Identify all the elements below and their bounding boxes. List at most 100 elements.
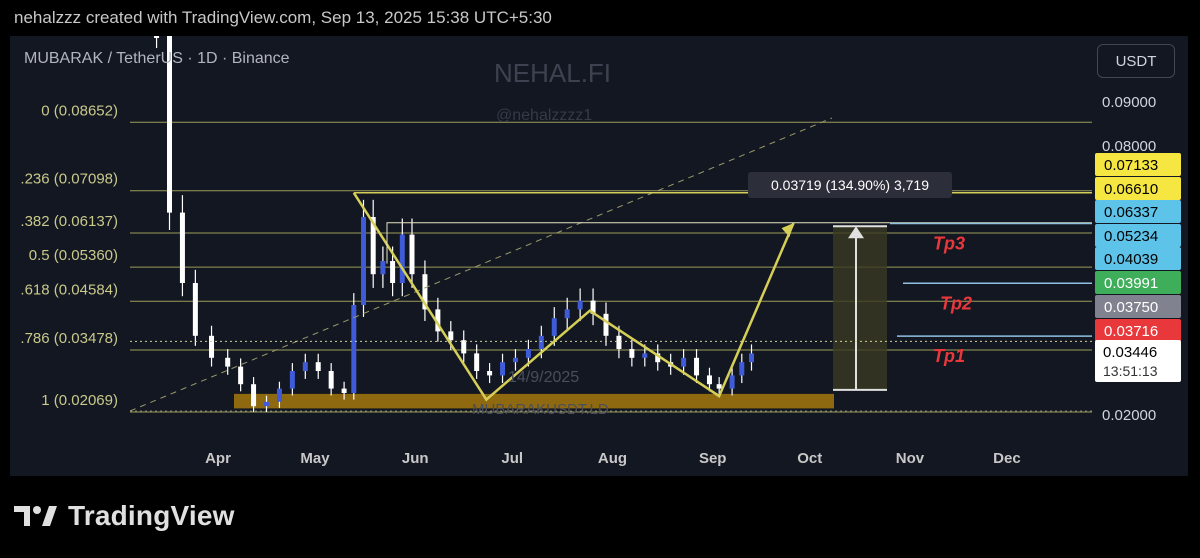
measure-label-bg: [748, 172, 952, 198]
candle-body: [749, 353, 754, 363]
candle-body: [390, 261, 396, 283]
price-label: 0.04039: [1104, 251, 1158, 268]
candles-layer: [154, 36, 754, 413]
price-label: 0.07133: [1104, 157, 1158, 174]
candle-body: [655, 353, 661, 363]
price-axis-tick: 0.09000: [1102, 94, 1156, 111]
tradingview-wordmark: TradingView: [68, 500, 235, 531]
candle-body: [474, 353, 480, 371]
fib-level-label: .786 (0.03478): [20, 330, 118, 347]
price-label-bg: [1095, 271, 1181, 294]
x-tick-label: Sep: [699, 450, 727, 467]
price-label-bg: [1095, 153, 1181, 176]
candle-body: [370, 217, 376, 275]
symbol-title: MUBARAK / TetherUS · 1D · Binance: [24, 50, 290, 67]
x-tick-label: Oct: [797, 450, 822, 467]
price-label: 0.05234: [1104, 228, 1158, 245]
candle-body: [739, 362, 745, 376]
watermark-ticker: MUBARAKUSDT.LD: [472, 401, 609, 418]
price-label-bg: [1095, 247, 1181, 270]
price-axis-tick: 0.02000: [1102, 407, 1156, 424]
candle-body: [642, 353, 648, 358]
support-zone: [234, 393, 834, 409]
target-label: Tp1: [933, 346, 965, 366]
candle-body: [264, 401, 269, 407]
candle-body: [729, 375, 735, 389]
price-label: 0.06337: [1104, 204, 1158, 221]
tradingview-logo: TradingView: [14, 500, 235, 532]
candle-body: [167, 36, 172, 213]
candle-body: [209, 335, 215, 358]
fib-level-label: 1 (0.02069): [41, 392, 118, 409]
fib-level-label: 0 (0.08652): [41, 102, 118, 119]
range-box-line: [386, 222, 1092, 264]
measure-arrowhead: [848, 226, 864, 239]
x-tick-label: Aug: [598, 450, 627, 467]
candle-body: [251, 384, 257, 407]
tradingview-logo-icon: [14, 506, 57, 526]
target-label: Tp3: [933, 233, 965, 253]
support-zone-layer: [234, 393, 834, 409]
drawings-layer: [129, 117, 1092, 412]
price-label: 0.06610: [1104, 181, 1158, 198]
price-label-bg: [1095, 177, 1181, 200]
candle-body: [694, 357, 700, 376]
candle-body: [716, 384, 722, 389]
measure-box: [833, 226, 887, 390]
trend-line: [129, 117, 833, 412]
fib-level-label: .236 (0.07098): [20, 171, 118, 188]
measure-label: 0.03719 (134.90%) 3,719: [771, 177, 929, 193]
candle-body: [603, 313, 609, 336]
candle-body: [289, 371, 295, 389]
candle-body: [238, 366, 244, 385]
candle-body: [551, 318, 557, 336]
price-chart[interactable]: Apr May Jun Jul Aug Sep Oct Nov Dec 0 (0.08652) .2…: [10, 36, 1188, 476]
x-tick-label: Nov: [896, 450, 925, 467]
price-label: 0.03716: [1104, 323, 1158, 340]
price-label: 0.03750: [1104, 299, 1158, 316]
candle-body: [361, 217, 366, 305]
candle-body: [351, 305, 357, 393]
watermark-brand: NEHAL.FI: [494, 58, 611, 88]
price-label-bg: [1095, 319, 1181, 342]
x-tick-label: Jun: [402, 450, 429, 467]
fib-level-label: 0.5 (0.05360): [29, 247, 118, 264]
current-price: 0.03446: [1103, 344, 1157, 361]
candle-body: [448, 331, 454, 341]
candle-body: [487, 371, 493, 376]
candle-body: [525, 349, 531, 358]
price-label-bg: [1095, 200, 1181, 223]
candle-body: [435, 309, 441, 332]
candle-body: [512, 357, 518, 363]
watermark-date: 14/9/2025: [508, 369, 579, 386]
candle-body: [461, 340, 467, 354]
candle-body: [192, 283, 198, 336]
candle-body: [380, 261, 386, 275]
candle-body: [315, 362, 321, 371]
x-tick-label: Dec: [993, 450, 1021, 467]
currency-button[interactable]: USDT: [1097, 44, 1175, 78]
candle-body: [500, 362, 506, 376]
candle-body: [681, 357, 687, 367]
candle-body: [302, 362, 308, 371]
target-label: Tp2: [940, 293, 972, 313]
candle-body: [341, 388, 347, 393]
price-axis-tick: 0.08000: [1102, 138, 1156, 155]
candle-body: [629, 349, 635, 358]
candle-body: [409, 234, 415, 275]
candle-body: [577, 300, 583, 310]
candle-countdown: 13:51:13: [1103, 363, 1158, 379]
current-price-bg: [1095, 340, 1181, 382]
candle-body: [225, 357, 231, 367]
candle-body: [422, 274, 428, 310]
chart-attribution: nehalzzz created with TradingView.com, S…: [14, 8, 552, 27]
w-pattern-path: [352, 192, 795, 402]
price-label-bg: [1095, 295, 1181, 318]
x-tick-label: Apr: [205, 450, 231, 467]
candle-body: [328, 371, 334, 389]
text-layer: Apr May Jun Jul Aug Sep Oct Nov Dec 0 (0.08652) .2…: [20, 50, 1020, 467]
candle-body: [538, 335, 544, 349]
arrow-head: [781, 223, 794, 238]
fibonacci-layer: [130, 121, 1092, 413]
price-axis-layer: 0.09000 0.08000 0.02000 0.07133 0.06610 0.063…: [1095, 94, 1181, 424]
